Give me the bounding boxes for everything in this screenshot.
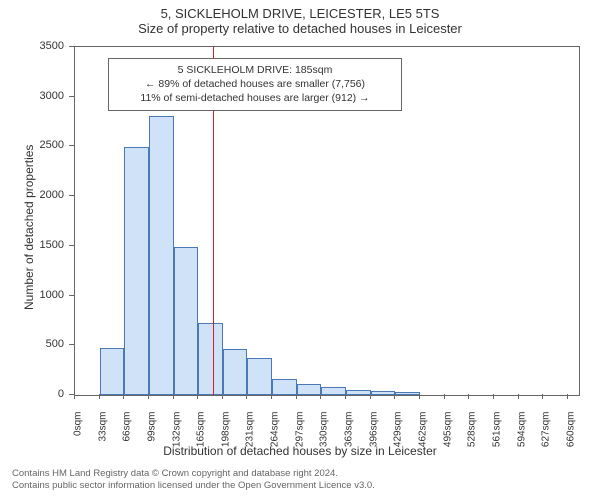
histogram-bar [198,323,223,395]
x-tick-mark [197,394,198,399]
x-tick-mark [74,394,75,399]
histogram-bar [346,390,371,395]
x-tick-mark [394,394,395,399]
y-axis-label: Number of detached properties [22,145,36,310]
infobox-line-2: ← 89% of detached houses are smaller (7,… [117,77,393,91]
y-tick-mark [69,145,74,146]
y-tick-mark [69,245,74,246]
x-axis-label: Distribution of detached houses by size … [0,444,600,458]
y-tick-label: 0 [0,388,64,400]
x-tick-mark [296,394,297,399]
y-tick-mark [69,96,74,97]
x-tick-mark [493,394,494,399]
footer-line-1: Contains HM Land Registry data © Crown c… [12,468,375,480]
x-tick-mark [99,394,100,399]
y-tick-label: 3500 [0,40,64,52]
footer-line-2: Contains public sector information licen… [12,480,375,492]
y-tick-label: 3000 [0,90,64,102]
y-tick-mark [69,344,74,345]
x-tick-mark [271,394,272,399]
x-tick-mark [320,394,321,399]
title-line-1: 5, SICKLEHOLM DRIVE, LEICESTER, LE5 5TS [0,6,600,21]
histogram-bar [149,116,174,395]
x-tick-mark [419,394,420,399]
x-tick-mark [123,394,124,399]
histogram-bar [124,147,149,395]
histogram-bar [395,392,420,395]
x-tick-mark [542,394,543,399]
x-tick-mark [148,394,149,399]
info-box: 5 SICKLEHOLM DRIVE: 185sqm ← 89% of deta… [108,58,402,111]
y-tick-mark [69,195,74,196]
title-block: 5, SICKLEHOLM DRIVE, LEICESTER, LE5 5TS … [0,6,600,36]
footer-attribution: Contains HM Land Registry data © Crown c… [12,468,375,492]
x-tick-mark [444,394,445,399]
histogram-bar [272,379,297,395]
histogram-bar [223,349,248,395]
x-tick-mark [468,394,469,399]
title-line-2: Size of property relative to detached ho… [0,21,600,36]
chart-canvas: 5, SICKLEHOLM DRIVE, LEICESTER, LE5 5TS … [0,0,600,500]
x-tick-mark [518,394,519,399]
histogram-bar [174,247,199,395]
histogram-bar [321,387,346,395]
x-tick-mark [567,394,568,399]
x-tick-mark [345,394,346,399]
histogram-bar [371,391,396,395]
x-tick-mark [222,394,223,399]
x-tick-mark [246,394,247,399]
x-tick-mark [173,394,174,399]
y-tick-label: 500 [0,338,64,350]
infobox-line-1: 5 SICKLEHOLM DRIVE: 185sqm [117,63,393,77]
y-tick-mark [69,46,74,47]
histogram-bar [247,358,272,395]
infobox-line-3: 11% of semi-detached houses are larger (… [117,91,393,105]
histogram-bar [297,384,322,395]
y-tick-mark [69,295,74,296]
histogram-bar [100,348,125,395]
x-tick-mark [370,394,371,399]
